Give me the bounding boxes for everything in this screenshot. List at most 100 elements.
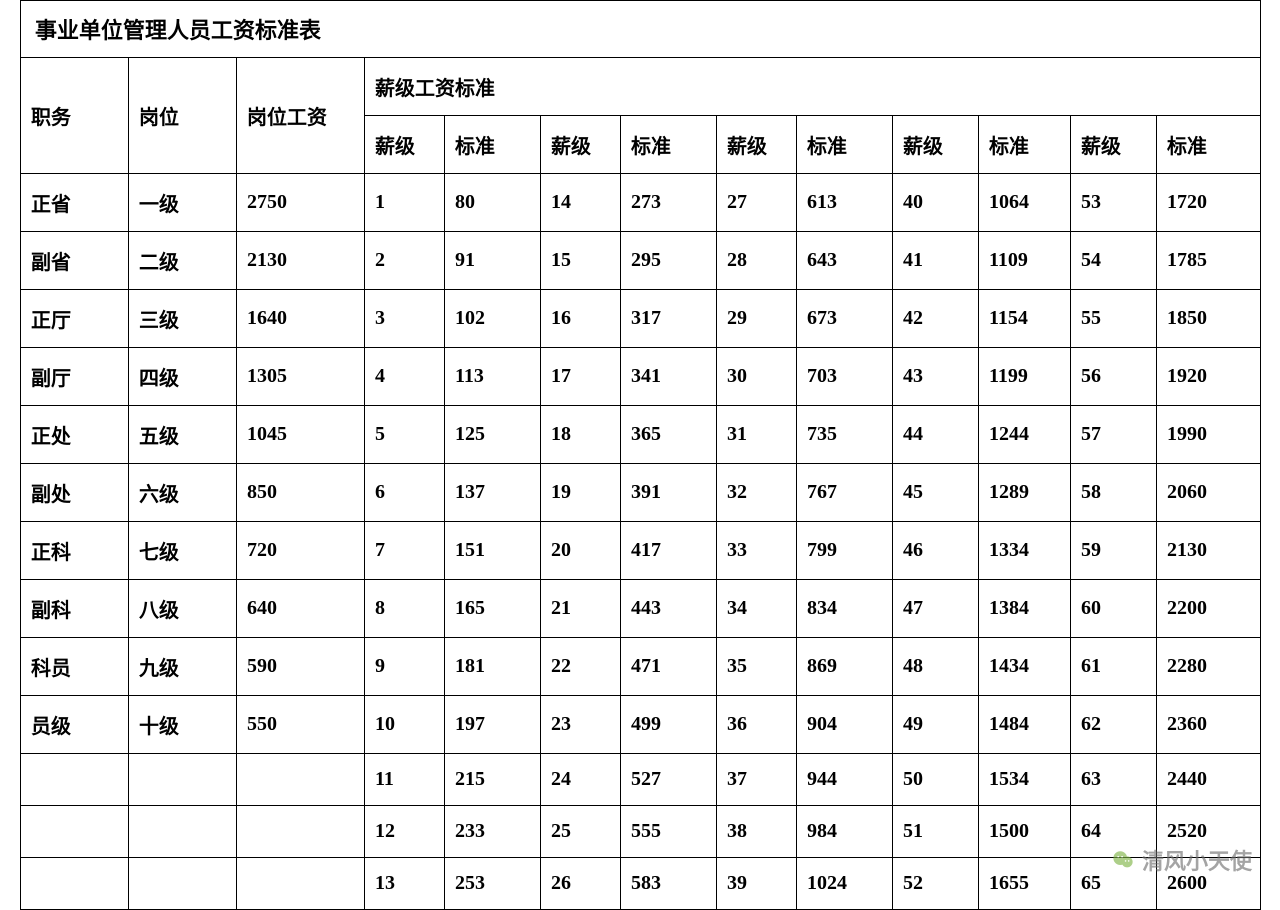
cell-duty: 副科 [21,580,129,638]
cell-base-salary: 1640 [237,290,365,348]
cell-level: 10 [365,696,445,754]
cell-standard: 2200 [1157,580,1261,638]
cell-standard: 391 [621,464,717,522]
cell-duty: 正科 [21,522,129,580]
cell-level: 31 [717,406,797,464]
cell-level: 11 [365,754,445,806]
col-level-1: 薪级 [365,116,445,174]
cell-standard: 1850 [1157,290,1261,348]
cell-standard: 2440 [1157,754,1261,806]
cell-base-salary: 590 [237,638,365,696]
table-row: 1325326583391024521655652600 [21,858,1261,910]
cell-standard: 2600 [1157,858,1261,910]
col-level-4: 薪级 [893,116,979,174]
cell-level: 38 [717,806,797,858]
cell-duty: 员级 [21,696,129,754]
cell-duty [21,858,129,910]
cell-standard: 1434 [979,638,1071,696]
cell-standard: 613 [797,174,893,232]
cell-level: 63 [1071,754,1157,806]
cell-base-salary: 1305 [237,348,365,406]
table-row: 正处五级104551251836531735441244571990 [21,406,1261,464]
cell-level: 33 [717,522,797,580]
cell-level: 56 [1071,348,1157,406]
cell-standard: 165 [445,580,541,638]
cell-level: 23 [541,696,621,754]
cell-standard: 834 [797,580,893,638]
cell-standard: 1720 [1157,174,1261,232]
cell-duty: 副厅 [21,348,129,406]
col-std-1: 标准 [445,116,541,174]
cell-level: 58 [1071,464,1157,522]
cell-standard: 1109 [979,232,1071,290]
cell-standard: 1484 [979,696,1071,754]
cell-level: 42 [893,290,979,348]
cell-standard: 151 [445,522,541,580]
cell-level: 5 [365,406,445,464]
cell-standard: 317 [621,290,717,348]
cell-duty: 副省 [21,232,129,290]
col-std-3: 标准 [797,116,893,174]
cell-post: 四级 [129,348,237,406]
cell-level: 40 [893,174,979,232]
cell-post [129,858,237,910]
cell-level: 37 [717,754,797,806]
cell-post: 七级 [129,522,237,580]
cell-level: 36 [717,696,797,754]
table-row: 副省二级21302911529528643411109541785 [21,232,1261,290]
cell-standard: 904 [797,696,893,754]
cell-level: 34 [717,580,797,638]
cell-level: 47 [893,580,979,638]
cell-standard: 869 [797,638,893,696]
cell-post: 六级 [129,464,237,522]
cell-standard: 253 [445,858,541,910]
cell-standard: 1334 [979,522,1071,580]
cell-standard: 1289 [979,464,1071,522]
cell-level: 2 [365,232,445,290]
cell-duty: 正处 [21,406,129,464]
col-level-5: 薪级 [1071,116,1157,174]
cell-standard: 703 [797,348,893,406]
table-header-row-1: 职务 岗位 岗位工资 薪级工资标准 [21,58,1261,116]
cell-standard: 944 [797,754,893,806]
cell-level: 29 [717,290,797,348]
cell-base-salary: 640 [237,580,365,638]
col-level-3: 薪级 [717,116,797,174]
table-row: 副处六级85061371939132767451289582060 [21,464,1261,522]
table-row: 正省一级27501801427327613401064531720 [21,174,1261,232]
cell-level: 30 [717,348,797,406]
cell-level: 7 [365,522,445,580]
cell-standard: 1785 [1157,232,1261,290]
cell-standard: 125 [445,406,541,464]
cell-post: 一级 [129,174,237,232]
cell-level: 3 [365,290,445,348]
cell-standard: 1384 [979,580,1071,638]
cell-standard: 643 [797,232,893,290]
cell-standard: 499 [621,696,717,754]
cell-post: 八级 [129,580,237,638]
cell-level: 1 [365,174,445,232]
cell-level: 26 [541,858,621,910]
cell-duty [21,806,129,858]
cell-level: 51 [893,806,979,858]
cell-base-salary [237,754,365,806]
table-row: 副厅四级130541131734130703431199561920 [21,348,1261,406]
cell-standard: 181 [445,638,541,696]
cell-level: 65 [1071,858,1157,910]
col-std-2: 标准 [621,116,717,174]
cell-level: 32 [717,464,797,522]
cell-standard: 113 [445,348,541,406]
cell-level: 64 [1071,806,1157,858]
salary-table-body: 正省一级27501801427327613401064531720副省二级213… [21,174,1261,910]
cell-level: 9 [365,638,445,696]
cell-level: 57 [1071,406,1157,464]
cell-post: 二级 [129,232,237,290]
cell-level: 28 [717,232,797,290]
table-row: 科员九级59091812247135869481434612280 [21,638,1261,696]
cell-post: 五级 [129,406,237,464]
cell-standard: 1990 [1157,406,1261,464]
cell-level: 46 [893,522,979,580]
cell-level: 39 [717,858,797,910]
cell-level: 17 [541,348,621,406]
cell-standard: 1534 [979,754,1071,806]
